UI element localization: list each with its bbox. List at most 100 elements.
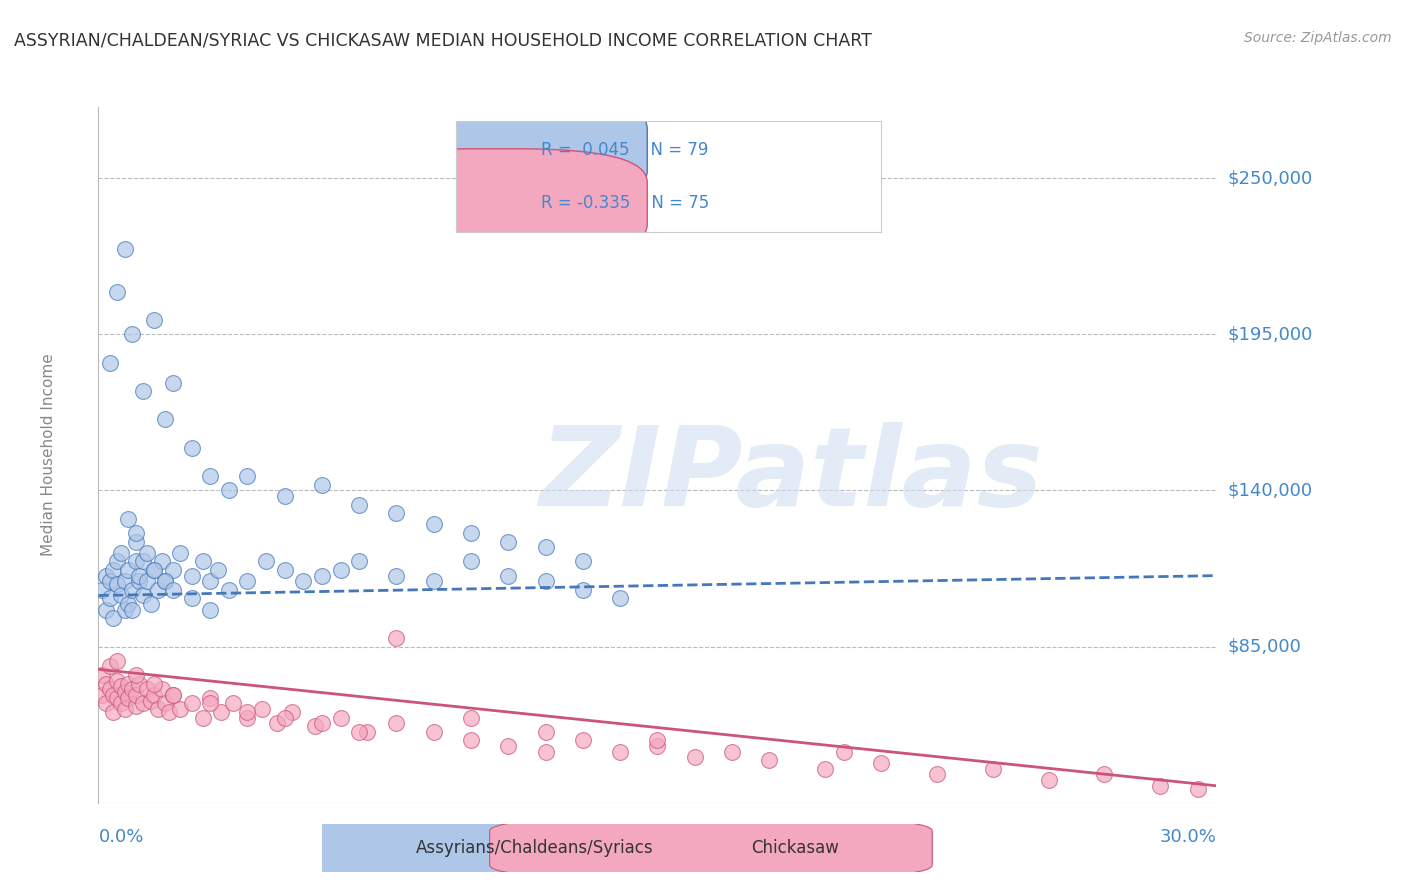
- Point: [498, 534, 520, 549]
- Point: [121, 582, 143, 597]
- Point: [155, 574, 177, 589]
- Point: [571, 733, 595, 747]
- Text: $140,000: $140,000: [1227, 482, 1312, 500]
- Point: [385, 631, 408, 645]
- Point: [94, 603, 117, 617]
- Point: [105, 654, 128, 668]
- Point: [143, 563, 166, 577]
- Point: [534, 724, 557, 739]
- Point: [200, 469, 222, 483]
- Point: [207, 563, 229, 577]
- Point: [534, 574, 557, 589]
- Point: [91, 668, 114, 682]
- Point: [571, 554, 595, 568]
- Point: [311, 477, 333, 491]
- Point: [460, 733, 482, 747]
- Point: [157, 705, 180, 719]
- Point: [534, 745, 557, 759]
- Point: [423, 574, 446, 589]
- Point: [1149, 779, 1171, 793]
- Point: [191, 710, 214, 724]
- Point: [329, 710, 352, 724]
- Point: [218, 483, 240, 498]
- Text: Source: ZipAtlas.com: Source: ZipAtlas.com: [1244, 31, 1392, 45]
- Point: [832, 745, 855, 759]
- Point: [498, 568, 520, 582]
- Point: [814, 762, 837, 776]
- Point: [356, 724, 378, 739]
- Point: [105, 690, 128, 705]
- Point: [98, 574, 121, 589]
- Point: [91, 688, 114, 702]
- Point: [132, 554, 155, 568]
- Point: [143, 313, 166, 327]
- Point: [200, 603, 222, 617]
- Point: [162, 582, 184, 597]
- Point: [135, 574, 157, 589]
- Point: [236, 710, 259, 724]
- Point: [110, 679, 132, 693]
- Point: [117, 563, 139, 577]
- Point: [236, 705, 259, 719]
- Text: ASSYRIAN/CHALDEAN/SYRIAC VS CHICKASAW MEDIAN HOUSEHOLD INCOME CORRELATION CHART: ASSYRIAN/CHALDEAN/SYRIAC VS CHICKASAW ME…: [14, 31, 872, 49]
- Point: [609, 591, 631, 606]
- Point: [274, 489, 297, 503]
- Point: [385, 716, 408, 731]
- Point: [146, 702, 169, 716]
- Point: [125, 688, 148, 702]
- Point: [121, 603, 143, 617]
- Point: [180, 697, 202, 711]
- Point: [254, 554, 277, 568]
- Point: [114, 685, 136, 699]
- Point: [423, 724, 446, 739]
- Point: [105, 673, 128, 688]
- Point: [349, 554, 371, 568]
- Point: [94, 568, 117, 582]
- Point: [117, 690, 139, 705]
- Point: [162, 688, 184, 702]
- Point: [200, 690, 222, 705]
- Point: [110, 697, 132, 711]
- Point: [292, 574, 315, 589]
- Point: [114, 574, 136, 589]
- Text: 0.0%: 0.0%: [98, 828, 143, 846]
- Point: [132, 697, 155, 711]
- Point: [103, 688, 125, 702]
- Point: [647, 739, 669, 753]
- Text: $250,000: $250,000: [1227, 169, 1313, 187]
- Point: [218, 582, 240, 597]
- Point: [105, 285, 128, 299]
- Point: [132, 384, 155, 398]
- Point: [311, 568, 333, 582]
- Point: [105, 554, 128, 568]
- Point: [349, 498, 371, 512]
- Point: [105, 577, 128, 591]
- Point: [114, 242, 136, 256]
- Point: [304, 719, 326, 733]
- Point: [180, 568, 202, 582]
- Point: [94, 676, 117, 690]
- Point: [236, 469, 259, 483]
- Point: [162, 688, 184, 702]
- Point: [146, 582, 169, 597]
- Point: [385, 568, 408, 582]
- Point: [139, 693, 162, 707]
- Point: [143, 676, 166, 690]
- Point: [117, 676, 139, 690]
- Point: [103, 611, 125, 625]
- Point: [155, 412, 177, 426]
- Point: [180, 591, 202, 606]
- Point: [128, 574, 150, 589]
- Point: [1094, 767, 1116, 781]
- Point: [609, 745, 631, 759]
- Point: [125, 554, 148, 568]
- Point: [252, 702, 274, 716]
- Point: [460, 526, 482, 541]
- Point: [349, 724, 371, 739]
- Point: [110, 589, 132, 603]
- Point: [128, 568, 150, 582]
- Point: [221, 697, 243, 711]
- Point: [121, 682, 143, 697]
- Point: [125, 534, 148, 549]
- Point: [117, 597, 139, 611]
